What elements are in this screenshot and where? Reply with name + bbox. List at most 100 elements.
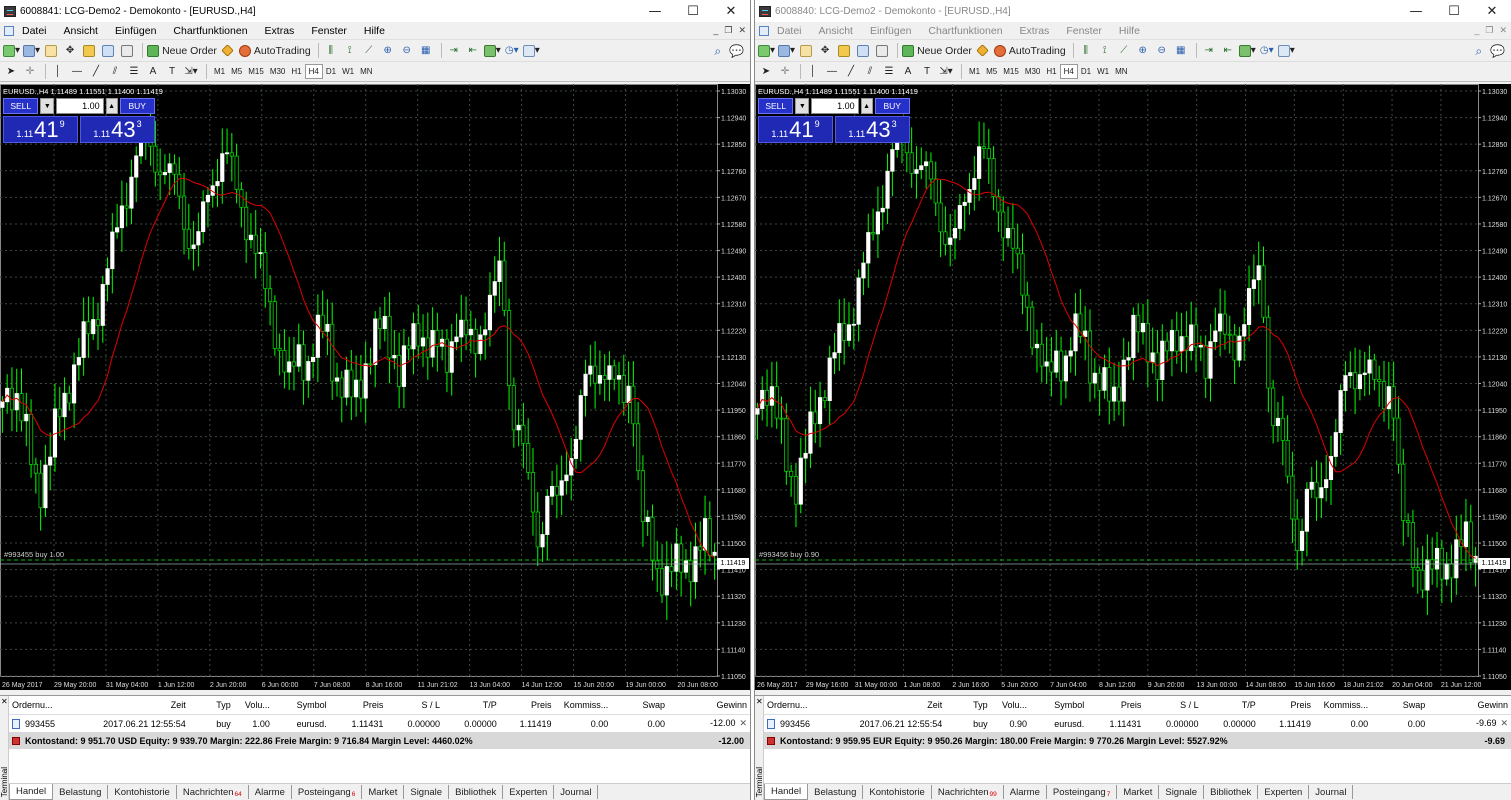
chart-shift-icon[interactable]: ⇤ bbox=[468, 45, 477, 56]
tab-nachrichten[interactable]: Nachrichten 99 bbox=[932, 785, 1004, 799]
channel-icon[interactable]: ⫽ bbox=[112, 66, 118, 77]
market-watch-icon[interactable] bbox=[798, 42, 814, 59]
arrows-icon[interactable]: ⇲▾ bbox=[184, 66, 198, 77]
timeframe-mn[interactable]: MN bbox=[1115, 67, 1128, 76]
metaeditor-icon[interactable] bbox=[220, 42, 236, 59]
mdi-close-icon[interactable]: ✕ bbox=[738, 25, 746, 35]
volume-input[interactable]: 1.00 bbox=[56, 98, 104, 114]
autotrading-button[interactable]: AutoTrading bbox=[993, 42, 1066, 59]
menu-chartfunktionen[interactable]: Chartfunktionen bbox=[928, 24, 1003, 37]
col-tp[interactable]: T/P bbox=[482, 700, 497, 710]
col-preis-current[interactable]: Preis bbox=[1290, 700, 1311, 710]
menu-fenster[interactable]: Fenster bbox=[311, 24, 347, 37]
line-chart-icon[interactable]: ⟋ bbox=[1120, 45, 1128, 56]
volume-up-icon[interactable]: ▲ bbox=[860, 98, 873, 114]
mdi-restore-icon[interactable]: ❐ bbox=[724, 25, 733, 35]
tab-alarme[interactable]: Alarme bbox=[249, 785, 292, 799]
menu-ansicht[interactable]: Ansicht bbox=[818, 24, 853, 37]
timeframe-m5[interactable]: M5 bbox=[231, 67, 243, 76]
horizontal-line-icon[interactable]: — bbox=[72, 66, 82, 77]
chart-shift-icon[interactable]: ⇤ bbox=[1223, 45, 1232, 56]
col-zeit[interactable]: Zeit bbox=[927, 700, 943, 710]
zoom-out-icon[interactable]: ⊖ bbox=[1157, 45, 1166, 56]
menu-hilfe[interactable]: Hilfe bbox=[1118, 24, 1140, 37]
profiles-icon[interactable]: ▾ bbox=[778, 42, 795, 59]
table-row[interactable]: 993456 2017.06.21 12:55:54 buy 0.90 euru… bbox=[764, 715, 1511, 732]
tab-signale[interactable]: Signale bbox=[1159, 785, 1205, 799]
timeframe-m5[interactable]: M5 bbox=[986, 67, 998, 76]
market-watch-icon[interactable] bbox=[43, 42, 59, 59]
chart-window-icon[interactable] bbox=[4, 25, 14, 36]
timeframe-h1[interactable]: H1 bbox=[1046, 67, 1057, 76]
search-icon[interactable]: ⌕ bbox=[1475, 44, 1483, 58]
menu-hilfe[interactable]: Hilfe bbox=[363, 24, 385, 37]
timeframe-h1[interactable]: H1 bbox=[291, 67, 302, 76]
order-line-label[interactable]: #993455 buy 1.00 bbox=[4, 550, 65, 559]
buy-button[interactable]: BUY bbox=[119, 98, 155, 114]
close-order-icon[interactable]: ✕ bbox=[739, 718, 748, 728]
col-typ[interactable]: Typ bbox=[973, 700, 988, 710]
buy-price-box[interactable]: 1.11 43 3 bbox=[835, 116, 910, 143]
mdi-minimize-icon[interactable]: _ bbox=[713, 25, 719, 35]
volume-input[interactable]: 1.00 bbox=[811, 98, 859, 114]
tab-handel[interactable]: Handel bbox=[9, 784, 54, 800]
text-icon[interactable]: A bbox=[904, 66, 912, 77]
volume-down-icon[interactable]: ▼ bbox=[795, 98, 810, 114]
tab-handel[interactable]: Handel bbox=[764, 784, 809, 800]
col-volume[interactable]: Volu... bbox=[244, 700, 270, 710]
timeframe-d1[interactable]: D1 bbox=[325, 67, 337, 76]
tab-market[interactable]: Market bbox=[362, 785, 405, 799]
col-preis[interactable]: Preis bbox=[1120, 700, 1142, 710]
text-label-icon[interactable]: T bbox=[923, 66, 931, 77]
timeframe-h4[interactable]: H4 bbox=[1059, 64, 1078, 79]
col-gewinn[interactable]: Gewinn bbox=[1477, 700, 1509, 710]
volume-up-icon[interactable]: ▲ bbox=[105, 98, 118, 114]
mdi-minimize-icon[interactable]: _ bbox=[1474, 25, 1480, 35]
buy-price-box[interactable]: 1.11 43 3 bbox=[80, 116, 155, 143]
zoom-out-icon[interactable]: ⊖ bbox=[402, 45, 411, 56]
tab-market[interactable]: Market bbox=[1117, 785, 1160, 799]
timeframe-m30[interactable]: M30 bbox=[269, 67, 286, 76]
crosshair-icon[interactable]: ✥ bbox=[820, 45, 830, 56]
tab-bibliothek[interactable]: Bibliothek bbox=[1204, 785, 1259, 799]
title-bar[interactable]: 6008840: LCG-Demo2 - Demokonto - [EURUSD… bbox=[755, 0, 1511, 22]
terminal-icon[interactable] bbox=[855, 42, 871, 59]
sell-price-box[interactable]: 1.11 41 9 bbox=[758, 116, 833, 143]
tab-belastung[interactable]: Belastung bbox=[53, 785, 109, 799]
indicators-icon[interactable]: ▾ bbox=[1238, 42, 1256, 59]
col-tp[interactable]: T/P bbox=[1241, 700, 1256, 710]
timeframe-m15[interactable]: M15 bbox=[248, 67, 264, 76]
close-icon[interactable]: ✕ bbox=[725, 3, 737, 19]
cursor-icon[interactable]: ➤ bbox=[761, 66, 771, 77]
col-kommission[interactable]: Kommiss... bbox=[1323, 700, 1369, 710]
arrows-icon[interactable]: ⇲▾ bbox=[939, 66, 953, 77]
buy-button[interactable]: BUY bbox=[874, 98, 910, 114]
col-sl[interactable]: S / L bbox=[421, 700, 441, 710]
tab-bibliothek[interactable]: Bibliothek bbox=[449, 785, 504, 799]
col-sl[interactable]: S / L bbox=[1180, 700, 1199, 710]
zoom-in-icon[interactable]: ⊕ bbox=[383, 45, 392, 56]
sell-button[interactable]: SELL bbox=[3, 98, 39, 114]
mdi-close-icon[interactable]: ✕ bbox=[1499, 25, 1507, 35]
col-zeit[interactable]: Zeit bbox=[170, 700, 186, 710]
tile-windows-icon[interactable]: ▦ bbox=[421, 45, 431, 56]
tab-posteingang[interactable]: Posteingang 6 bbox=[292, 785, 363, 799]
fibonacci-icon[interactable]: ☰ bbox=[884, 66, 894, 77]
crosshair-tool-icon[interactable]: ✛ bbox=[25, 66, 35, 77]
col-swap[interactable]: Swap bbox=[642, 700, 665, 710]
timeframe-m1[interactable]: M1 bbox=[969, 67, 981, 76]
new-order-button[interactable]: Neue Order bbox=[147, 42, 217, 59]
tab-journal[interactable]: Journal bbox=[554, 785, 599, 799]
sell-button[interactable]: SELL bbox=[758, 98, 794, 114]
text-icon[interactable]: A bbox=[149, 66, 157, 77]
cursor-icon[interactable]: ➤ bbox=[6, 66, 16, 77]
crosshair-tool-icon[interactable]: ✛ bbox=[780, 66, 790, 77]
terminal-close-icon[interactable]: ✕ bbox=[756, 697, 763, 706]
trendline-icon[interactable]: ╱ bbox=[92, 66, 100, 77]
chat-icon[interactable]: 💬 bbox=[1490, 44, 1505, 58]
periods-icon[interactable]: ◷▾ bbox=[504, 45, 519, 56]
terminal-close-icon[interactable]: ✕ bbox=[1, 697, 8, 706]
tab-experten[interactable]: Experten bbox=[1258, 785, 1310, 799]
templates-icon[interactable]: ▾ bbox=[522, 42, 540, 59]
vertical-line-icon[interactable]: │ bbox=[54, 66, 62, 77]
